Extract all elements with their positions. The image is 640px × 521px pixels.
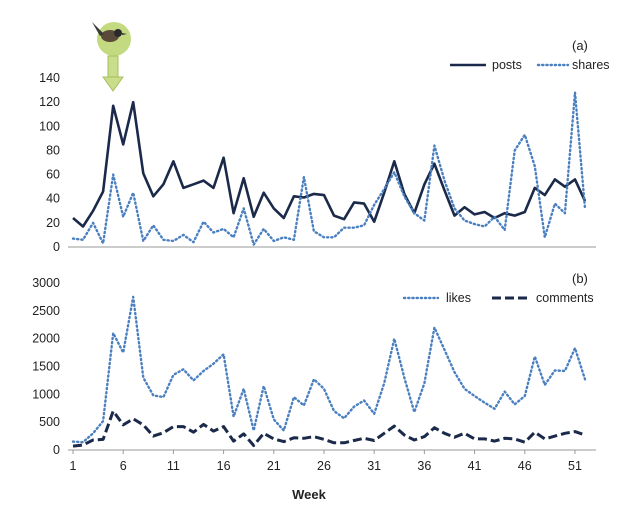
a-y-tick-label: 140 bbox=[39, 71, 60, 85]
x-tick-label: 21 bbox=[267, 459, 281, 473]
panel-b-label: (b) bbox=[572, 271, 588, 286]
panel-b-legend: likes comments bbox=[402, 291, 594, 305]
panel-b-markers bbox=[73, 297, 585, 446]
legend-likes-label: likes bbox=[446, 291, 471, 305]
a-y-tick-label: 100 bbox=[39, 119, 60, 133]
x-tick-label: 31 bbox=[367, 459, 381, 473]
series-line-posts bbox=[72, 100, 587, 228]
panel-b-x-ticks: 1 6 11 16 21 26 31 36 41 46 51 bbox=[70, 450, 582, 473]
series-line-shares bbox=[71, 91, 587, 246]
x-tick-label: 16 bbox=[217, 459, 231, 473]
x-tick-label: 1 bbox=[70, 459, 77, 473]
b-y-tick-label: 3000 bbox=[32, 276, 60, 290]
b-y-tick-label: 500 bbox=[39, 415, 60, 429]
panel-a-legend: posts shares bbox=[450, 58, 610, 72]
panel-a-label: (a) bbox=[572, 38, 588, 53]
a-y-tick-label: 60 bbox=[46, 168, 60, 182]
x-tick-label: 51 bbox=[568, 459, 582, 473]
a-y-tick-label: 120 bbox=[39, 95, 60, 109]
x-tick-label: 6 bbox=[120, 459, 127, 473]
legend-shares-label: shares bbox=[572, 58, 610, 72]
b-y-tick-label: 1500 bbox=[32, 360, 60, 374]
panel-b-series bbox=[71, 295, 587, 448]
series-line-likes bbox=[71, 295, 587, 444]
panel-b-y-ticks: 0 500 1000 1500 2000 2500 3000 bbox=[32, 276, 60, 457]
panel-a-series bbox=[71, 91, 587, 246]
bird-annotation-icon bbox=[92, 22, 131, 92]
legend-comments-label: comments bbox=[536, 291, 594, 305]
a-y-tick-label: 20 bbox=[46, 216, 60, 230]
b-y-tick-label: 2000 bbox=[32, 332, 60, 346]
x-tick-label: 36 bbox=[417, 459, 431, 473]
panel-a-y-ticks: 0 20 40 60 80 100 120 140 bbox=[39, 71, 60, 254]
x-tick-label: 11 bbox=[167, 459, 180, 473]
a-y-tick-label: 80 bbox=[46, 143, 60, 157]
b-y-tick-label: 1000 bbox=[32, 387, 60, 401]
panel-a: 0 20 40 60 80 100 120 140 (a) posts shares bbox=[39, 22, 610, 254]
x-axis-title: Week bbox=[292, 487, 326, 502]
b-y-tick-label: 0 bbox=[53, 443, 60, 457]
x-tick-label: 41 bbox=[468, 459, 482, 473]
a-y-tick-label: 0 bbox=[53, 240, 60, 254]
x-tick-label: 26 bbox=[317, 459, 331, 473]
b-y-tick-label: 2500 bbox=[32, 304, 60, 318]
legend-posts-label: posts bbox=[492, 58, 522, 72]
x-tick-label: 46 bbox=[518, 459, 532, 473]
panel-a-markers bbox=[73, 92, 585, 244]
series-line-comments bbox=[72, 409, 586, 448]
a-y-tick-label: 40 bbox=[46, 192, 60, 206]
